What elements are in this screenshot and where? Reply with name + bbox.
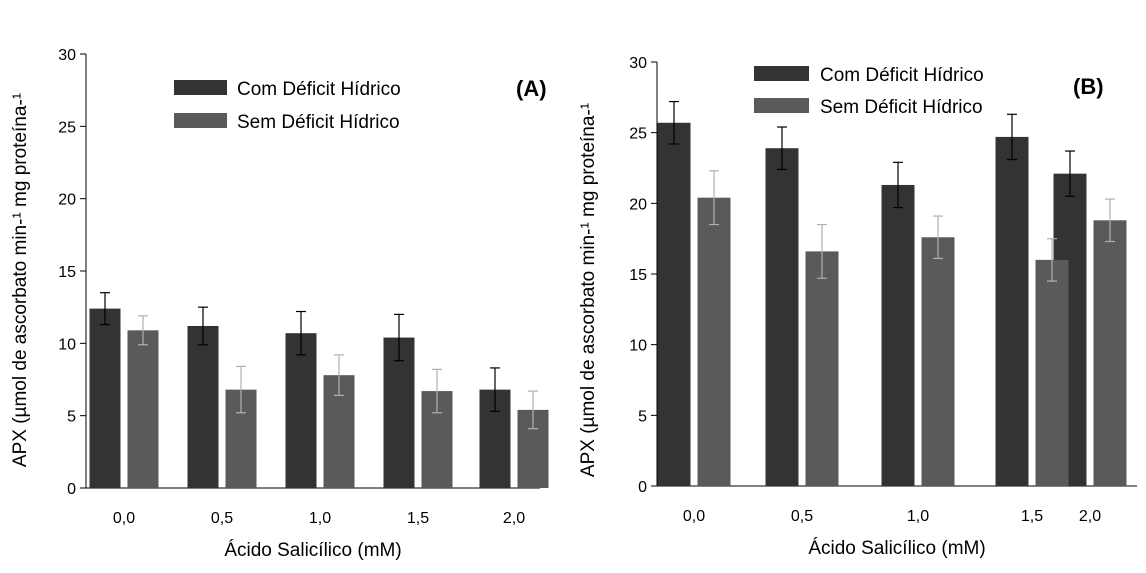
- y-axis-ticks: 0 5 10 15 20 25 30: [629, 55, 657, 496]
- bar-series-1: [765, 148, 799, 487]
- y-tick-label: 25: [629, 126, 647, 143]
- error-bar-series-1: [198, 306, 208, 346]
- error-bar-series-1: [1065, 150, 1075, 197]
- bar-series-2: [127, 330, 159, 488]
- chart-panel-b: 0 5 10 15 20 25 30 0,0 0,5 1,0 1,5 2,0 (B) Com Déf…: [578, 55, 1137, 559]
- y-axis-ticks: 0 5 10 15 20 25 30: [58, 47, 86, 498]
- bar-series-1: [657, 122, 691, 487]
- y-tick-label: 30: [58, 47, 76, 64]
- error-bar-series-2: [432, 368, 442, 414]
- error-bar-series-2: [1105, 198, 1115, 243]
- error-bar-series-2: [933, 215, 943, 260]
- legend: Com Déficit Hídrico Sem Déficit Hídrico: [174, 79, 401, 133]
- x-tick-label: 0,0: [113, 510, 135, 527]
- error-bar-series-1: [1007, 113, 1017, 161]
- bar-series-1: [995, 136, 1029, 486]
- legend-swatch-series-1: [754, 66, 809, 81]
- error-bar-series-1: [777, 126, 787, 171]
- error-bar-series-2: [709, 170, 719, 226]
- error-bar-series-2: [334, 354, 344, 397]
- bar-series-2: [697, 197, 731, 486]
- bar-series-2: [921, 237, 955, 486]
- error-bar-series-1: [394, 313, 404, 362]
- y-tick-label: 15: [58, 264, 76, 281]
- error-bar-series-1: [893, 161, 903, 209]
- panel-label: (A): [516, 76, 547, 101]
- legend-swatch-series-2: [754, 98, 809, 113]
- y-axis-title: APX (µmol de ascorbato min-¹ mg proteína…: [578, 103, 599, 477]
- y-axis-title: APX (µmol de ascorbato min-¹ mg proteína…: [10, 93, 31, 467]
- error-bar-series-1: [490, 367, 500, 412]
- y-tick-label: 20: [629, 196, 647, 213]
- y-tick-label: 25: [58, 119, 76, 136]
- error-bar-series-1: [100, 292, 110, 326]
- x-tick-label: 1,0: [907, 508, 929, 525]
- x-axis-ticks: 0,0 0,5 1,0 1,5 2,0: [113, 510, 525, 527]
- legend-label-series-2: Sem Déficit Hídrico: [237, 112, 400, 133]
- legend-swatch-series-1: [174, 80, 227, 95]
- x-axis-ticks: 0,0 0,5 1,0 1,5 2,0: [683, 508, 1101, 525]
- bar-series-1: [881, 184, 915, 486]
- x-tick-label: 0,0: [683, 508, 705, 525]
- error-bar-series-1: [296, 310, 306, 356]
- y-tick-label: 5: [638, 408, 647, 425]
- chart-panel-a: 0 5 10 15 20 25 30 0,0 0,5 1,0 1,5 2,0 (A) Com Déf…: [10, 47, 549, 561]
- legend-swatch-series-2: [174, 113, 227, 128]
- x-tick-label: 0,5: [211, 510, 233, 527]
- y-tick-label: 10: [58, 336, 76, 353]
- y-tick-label: 10: [629, 338, 647, 355]
- x-tick-label: 1,5: [407, 510, 429, 527]
- x-tick-label: 1,5: [1021, 508, 1043, 525]
- legend-label-series-2: Sem Déficit Hídrico: [820, 97, 983, 118]
- error-bar-series-2: [138, 315, 148, 346]
- bars: [89, 292, 549, 488]
- bar-series-2: [1093, 220, 1127, 486]
- y-tick-label: 15: [629, 267, 647, 284]
- y-tick-label: 0: [67, 481, 76, 498]
- y-tick-label: 0: [638, 479, 647, 496]
- bars: [657, 100, 1127, 487]
- y-tick-label: 5: [67, 409, 76, 426]
- x-tick-label: 1,0: [309, 510, 331, 527]
- bar-series-1: [285, 333, 317, 488]
- x-tick-label: 2,0: [503, 510, 525, 527]
- bar-series-1: [89, 308, 121, 488]
- error-bar-series-2: [1047, 238, 1057, 282]
- panel-label: (B): [1073, 74, 1104, 99]
- x-axis-title: Ácido Salicílico (mM): [808, 538, 985, 559]
- bar-series-1: [383, 337, 415, 488]
- legend: Com Déficit Hídrico Sem Déficit Hídrico: [754, 65, 984, 118]
- legend-label-series-1: Com Déficit Hídrico: [237, 79, 401, 100]
- x-tick-label: 0,5: [791, 508, 813, 525]
- bar-series-1: [187, 325, 219, 488]
- y-tick-label: 30: [629, 55, 647, 72]
- bar-series-2: [1035, 259, 1069, 486]
- legend-label-series-1: Com Déficit Hídrico: [820, 65, 984, 86]
- x-axis-title: Ácido Salicílico (mM): [224, 540, 401, 561]
- error-bar-series-2: [528, 390, 538, 430]
- x-tick-label: 2,0: [1079, 508, 1101, 525]
- error-bar-series-2: [236, 365, 246, 414]
- error-bar-series-1: [669, 100, 679, 145]
- y-tick-label: 20: [58, 192, 76, 209]
- bar-series-2: [805, 251, 839, 486]
- error-bar-series-2: [817, 223, 827, 279]
